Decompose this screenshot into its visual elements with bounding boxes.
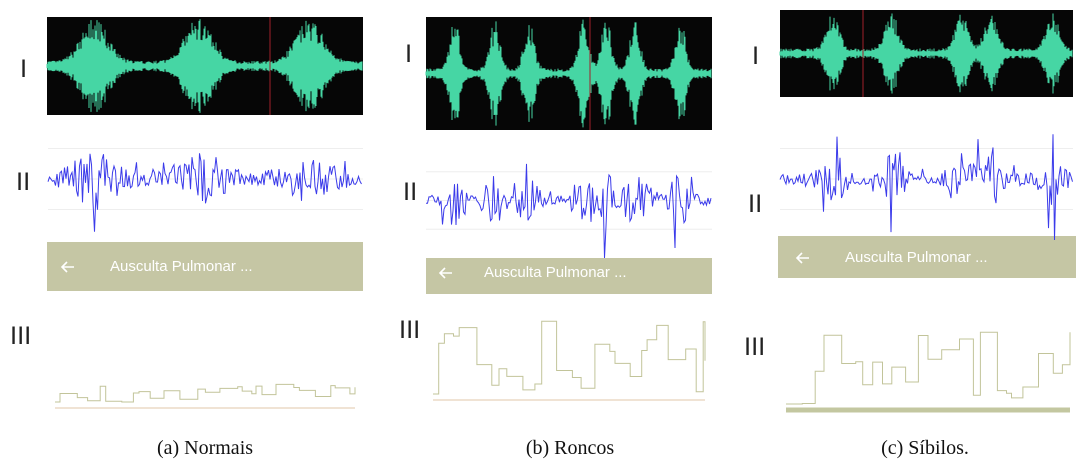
row-label: II xyxy=(403,178,417,206)
row-label: III xyxy=(399,316,420,344)
app-bar-title: Ausculta Pulmonar ... xyxy=(484,264,627,281)
row-label: I xyxy=(405,40,412,68)
figure: I II III Ausculta Pulmonar ... (a) Norma… xyxy=(0,0,1077,464)
row-label: III xyxy=(744,333,765,361)
app-bar-title: Ausculta Pulmonar ... xyxy=(845,249,988,266)
row-label: I xyxy=(20,55,27,83)
caption: (a) Normais xyxy=(157,437,253,459)
row-label: III xyxy=(10,322,31,350)
app-bar-title: Ausculta Pulmonar ... xyxy=(110,258,253,275)
step-waveform xyxy=(433,321,705,394)
step-waveform xyxy=(55,384,355,402)
blue-waveform xyxy=(48,153,362,231)
step-waveform xyxy=(786,332,1070,404)
blue-waveform xyxy=(780,134,1073,240)
row-label: I xyxy=(752,42,759,70)
blue-waveform xyxy=(426,164,711,258)
row-label: II xyxy=(748,190,762,218)
caption: (c) Síbilos. xyxy=(881,437,969,459)
row-label: II xyxy=(16,168,30,196)
caption: (b) Roncos xyxy=(526,437,615,459)
